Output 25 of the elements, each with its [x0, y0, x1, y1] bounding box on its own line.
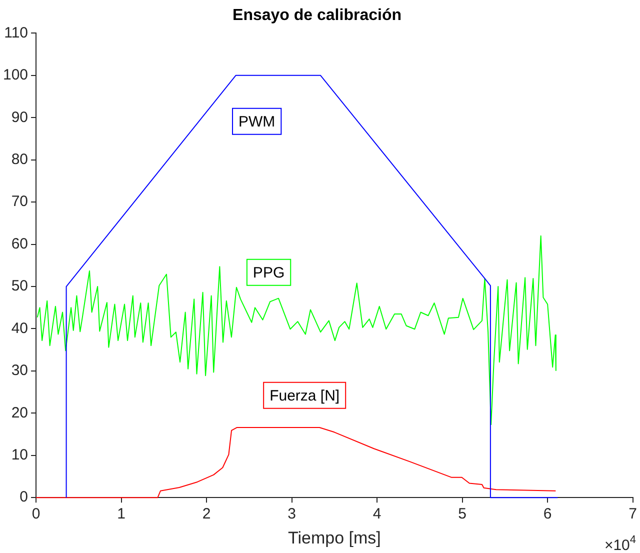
chart-title: Ensayo de calibración: [232, 7, 402, 24]
x-tick-label: 7: [628, 506, 637, 523]
y-tick-label: 80: [11, 150, 28, 168]
y-tick-label: 10: [11, 446, 28, 464]
series-label: Fuerza [N]: [270, 388, 340, 405]
series-label: PWM: [238, 114, 276, 131]
y-tick-label: 110: [4, 24, 28, 42]
x-tick-label: 2: [202, 506, 211, 523]
x-tick-label: 1: [117, 506, 126, 523]
y-tick-label: 60: [11, 235, 28, 252]
y-tick-label: 90: [11, 108, 28, 126]
y-tick-label: 20: [11, 404, 28, 422]
y-tick-label: 100: [2, 66, 28, 84]
y-tick-label: 70: [11, 193, 28, 210]
y-tick-label: 0: [20, 488, 28, 506]
x-tick-label: 0: [32, 506, 40, 523]
y-tick-label: 30: [11, 362, 28, 380]
series-label: PPG: [252, 264, 285, 282]
x-tick-label: 4: [372, 506, 382, 523]
x-tick-label: 3: [288, 506, 296, 523]
y-tick-label: 50: [11, 278, 28, 295]
x-tick-label: 5: [458, 506, 466, 523]
x-axis-title: Tiempo [ms]: [288, 528, 381, 548]
x-tick-label: 6: [543, 506, 552, 523]
y-tick-label: 40: [11, 320, 28, 337]
